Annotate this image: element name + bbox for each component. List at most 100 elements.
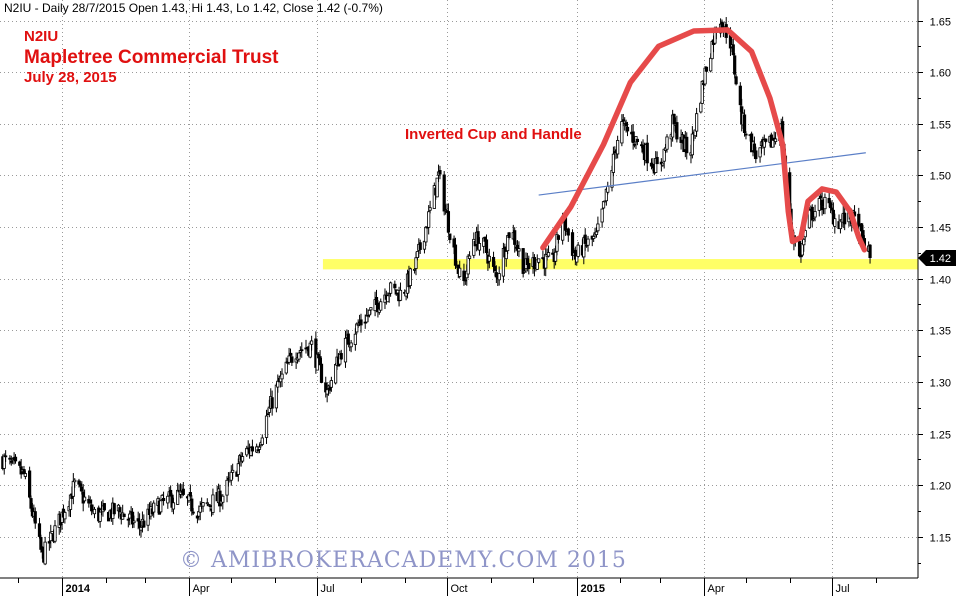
price-bar-body — [830, 207, 834, 211]
price-bar-body — [807, 209, 812, 229]
price-bar-body — [208, 505, 212, 508]
price-bar-body — [236, 463, 240, 475]
price-bar-body — [229, 471, 233, 481]
price-bar-body — [631, 131, 635, 143]
price-bar-body — [9, 460, 13, 463]
price-bar-body — [843, 212, 847, 225]
y-tick-label: 1.25 — [930, 430, 951, 442]
price-bar-body — [453, 244, 458, 266]
price-bar-body — [491, 256, 496, 267]
price-bar-body — [771, 139, 775, 148]
price-bar-body — [349, 342, 353, 348]
y-tick-label: 1.50 — [930, 171, 951, 183]
price-bar-body — [28, 470, 32, 498]
y-tick-label: 1.20 — [930, 481, 951, 493]
chart-grid — [0, 0, 918, 578]
y-tick-label: 1.40 — [930, 275, 951, 287]
price-bar-body — [334, 364, 338, 384]
price-bar-body — [379, 301, 383, 311]
x-tick-label: Apr — [708, 583, 725, 595]
price-bar-body — [387, 293, 391, 296]
price-bar-body — [118, 507, 122, 513]
price-bar-body — [50, 531, 54, 534]
price-bar-body — [570, 232, 575, 256]
x-tick-label: Apr — [193, 583, 210, 595]
price-bar-body — [201, 502, 205, 507]
price-bar-body — [868, 244, 872, 258]
price-bar-body — [240, 456, 245, 462]
price-bar-body — [463, 279, 467, 282]
price-bar-body — [600, 208, 604, 223]
price-bar-body — [596, 223, 600, 232]
price-bar-body — [221, 495, 225, 503]
price-bar-body — [92, 508, 97, 515]
price-bar-body — [171, 502, 176, 510]
price-bar-body — [211, 494, 215, 513]
price-bar-body — [414, 257, 418, 269]
price-bar-body — [40, 546, 44, 553]
price-bar-body — [532, 257, 537, 269]
price-bar-body — [43, 541, 47, 565]
price-bar-body — [122, 513, 126, 518]
price-bar-body — [462, 270, 466, 282]
price-bar-body — [556, 235, 561, 240]
support-zone — [322, 259, 919, 270]
price-bar-body — [329, 380, 333, 388]
price-bar-body — [53, 525, 57, 542]
price-bar-body — [80, 486, 84, 492]
price-bar-body — [424, 226, 428, 243]
price-bar-body — [624, 122, 628, 127]
price-bar-body — [675, 122, 679, 140]
price-bar-body — [758, 147, 762, 158]
price-bar-body — [343, 337, 348, 363]
price-bar-body — [606, 185, 610, 193]
price-bar-body — [319, 363, 324, 383]
chart-date: July 28, 2015 — [24, 69, 117, 86]
price-bars — [1, 17, 872, 566]
x-tick-label: Jul — [836, 583, 850, 595]
price-bar-body — [738, 85, 742, 106]
price-bar-body — [418, 242, 422, 250]
price-bar-body — [366, 315, 370, 318]
price-bar-body — [734, 76, 738, 85]
price-bar-body — [553, 251, 558, 262]
price-bar-body — [225, 479, 229, 496]
price-bar-body — [537, 258, 541, 263]
price-bar-body — [773, 138, 778, 142]
price-bar-body — [128, 513, 132, 519]
price-bar-body — [513, 230, 517, 245]
price-bar-body — [661, 162, 665, 166]
price-bar-body — [601, 201, 606, 209]
price-bar-body — [389, 282, 393, 294]
price-bar-body — [415, 251, 420, 258]
price-bar-body — [764, 138, 768, 142]
price-bar-body — [823, 196, 827, 210]
price-bar-body — [37, 523, 42, 537]
price-bar-body — [138, 520, 142, 528]
price-bar-body — [88, 499, 92, 504]
price-bar-body — [359, 319, 363, 326]
price-bar-body — [662, 148, 666, 162]
price-bar-body — [859, 223, 864, 232]
price-bar-body — [704, 66, 709, 72]
x-tick-label: 2015 — [581, 583, 605, 595]
price-bar-body — [521, 248, 525, 274]
price-bar-body — [63, 512, 67, 520]
price-bar-body — [594, 231, 599, 235]
price-bar-body — [310, 340, 314, 345]
last-price-marker: 1.42 — [918, 250, 956, 267]
chart-header-info: N2IU - Daily 28/7/2015 Open 1.43, Hi 1.4… — [4, 1, 383, 15]
price-bar-body — [685, 136, 689, 154]
y-tick-label: 1.60 — [930, 68, 951, 80]
price-bar-body — [29, 498, 33, 509]
price-bar-body — [541, 257, 545, 259]
price-bar-body — [250, 446, 255, 452]
price-bar-body — [709, 57, 713, 72]
price-bar-body — [438, 170, 442, 175]
price-bar-body — [744, 133, 748, 136]
price-bar-body — [142, 520, 146, 528]
price-bar-body — [742, 114, 747, 134]
y-tick-label: 1.30 — [930, 378, 951, 390]
price-bar-body — [98, 511, 102, 522]
price-bar-body — [610, 170, 614, 188]
